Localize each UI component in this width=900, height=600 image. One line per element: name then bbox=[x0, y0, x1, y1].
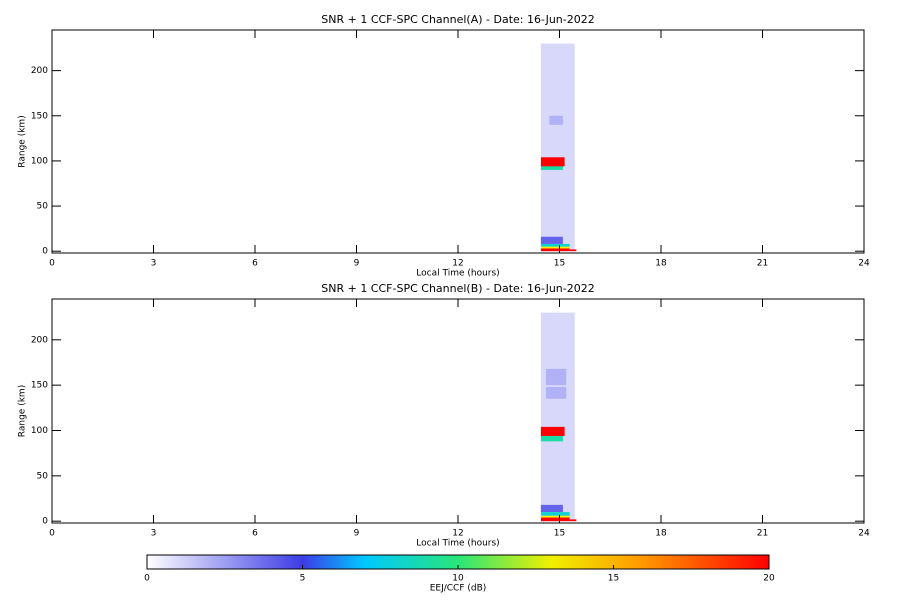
x-tick-label: 12 bbox=[452, 529, 463, 539]
heat-cell bbox=[569, 249, 577, 252]
y-tick-label: 150 bbox=[31, 111, 48, 121]
x-tick-label: 9 bbox=[354, 529, 360, 539]
heat-cell bbox=[569, 519, 577, 522]
heat-cell bbox=[540, 435, 563, 442]
x-tick-label: 6 bbox=[252, 529, 258, 539]
colorbar-tick-label: 15 bbox=[608, 574, 619, 584]
x-axis-label: Local Time (hours) bbox=[416, 269, 499, 279]
x-tick-label: 15 bbox=[554, 529, 565, 539]
x-tick-label: 15 bbox=[554, 259, 565, 269]
y-tick-label: 0 bbox=[42, 517, 48, 527]
y-tick-label: 100 bbox=[31, 156, 48, 166]
heat-cell bbox=[540, 43, 575, 252]
x-axis-label: Local Time (hours) bbox=[416, 539, 499, 549]
heat-cell bbox=[540, 248, 570, 252]
heat-cell bbox=[540, 504, 563, 513]
y-axis-label: Range (km) bbox=[18, 115, 28, 167]
x-tick-label: 0 bbox=[49, 529, 55, 539]
heat-cell bbox=[540, 512, 570, 516]
plot-frame bbox=[51, 298, 865, 524]
heat-cell bbox=[545, 386, 567, 399]
x-tick-label: 21 bbox=[757, 529, 768, 539]
y-tick-label: 0 bbox=[42, 247, 48, 257]
x-tick-label: 24 bbox=[858, 529, 870, 539]
heat-cell bbox=[540, 165, 563, 170]
x-tick-label: 12 bbox=[452, 259, 463, 269]
heat-cell bbox=[540, 236, 563, 244]
plot-frame bbox=[51, 29, 865, 254]
y-tick-label: 200 bbox=[31, 335, 48, 345]
heat-cell bbox=[545, 368, 567, 386]
colorbar-tick-label: 20 bbox=[763, 574, 775, 584]
x-tick-label: 18 bbox=[655, 259, 667, 269]
chart-title: SNR + 1 CCF-SPC Channel(A) - Date: 16-Ju… bbox=[321, 13, 594, 26]
colorbar-tick-label: 0 bbox=[144, 574, 150, 584]
y-tick-label: 100 bbox=[31, 426, 48, 436]
y-tick-label: 150 bbox=[31, 381, 48, 391]
y-axis-label: Range (km) bbox=[18, 385, 28, 437]
x-tick-label: 0 bbox=[49, 259, 55, 269]
x-tick-label: 24 bbox=[858, 259, 870, 269]
colorbar-tick-label: 5 bbox=[300, 574, 306, 584]
colorbar-label: EEJ/CCF (dB) bbox=[430, 584, 487, 594]
x-tick-label: 9 bbox=[354, 259, 360, 269]
heat-cell bbox=[540, 517, 570, 522]
x-tick-label: 18 bbox=[655, 529, 667, 539]
chart-title: SNR + 1 CCF-SPC Channel(B) - Date: 16-Ju… bbox=[321, 282, 595, 295]
x-tick-label: 6 bbox=[252, 259, 258, 269]
heat-cell bbox=[549, 115, 563, 125]
heat-cell bbox=[540, 243, 570, 247]
heat-cell bbox=[540, 515, 570, 518]
y-tick-label: 50 bbox=[37, 202, 49, 212]
x-tick-label: 3 bbox=[151, 259, 157, 269]
x-tick-label: 21 bbox=[757, 259, 768, 269]
x-tick-label: 3 bbox=[151, 529, 157, 539]
y-tick-label: 50 bbox=[37, 471, 49, 481]
y-tick-label: 200 bbox=[31, 66, 48, 76]
heat-cell bbox=[540, 426, 565, 436]
heat-cell bbox=[540, 157, 565, 167]
colorbar-tick-label: 10 bbox=[452, 574, 464, 584]
heat-cell bbox=[540, 312, 575, 522]
heat-cell bbox=[540, 246, 570, 249]
